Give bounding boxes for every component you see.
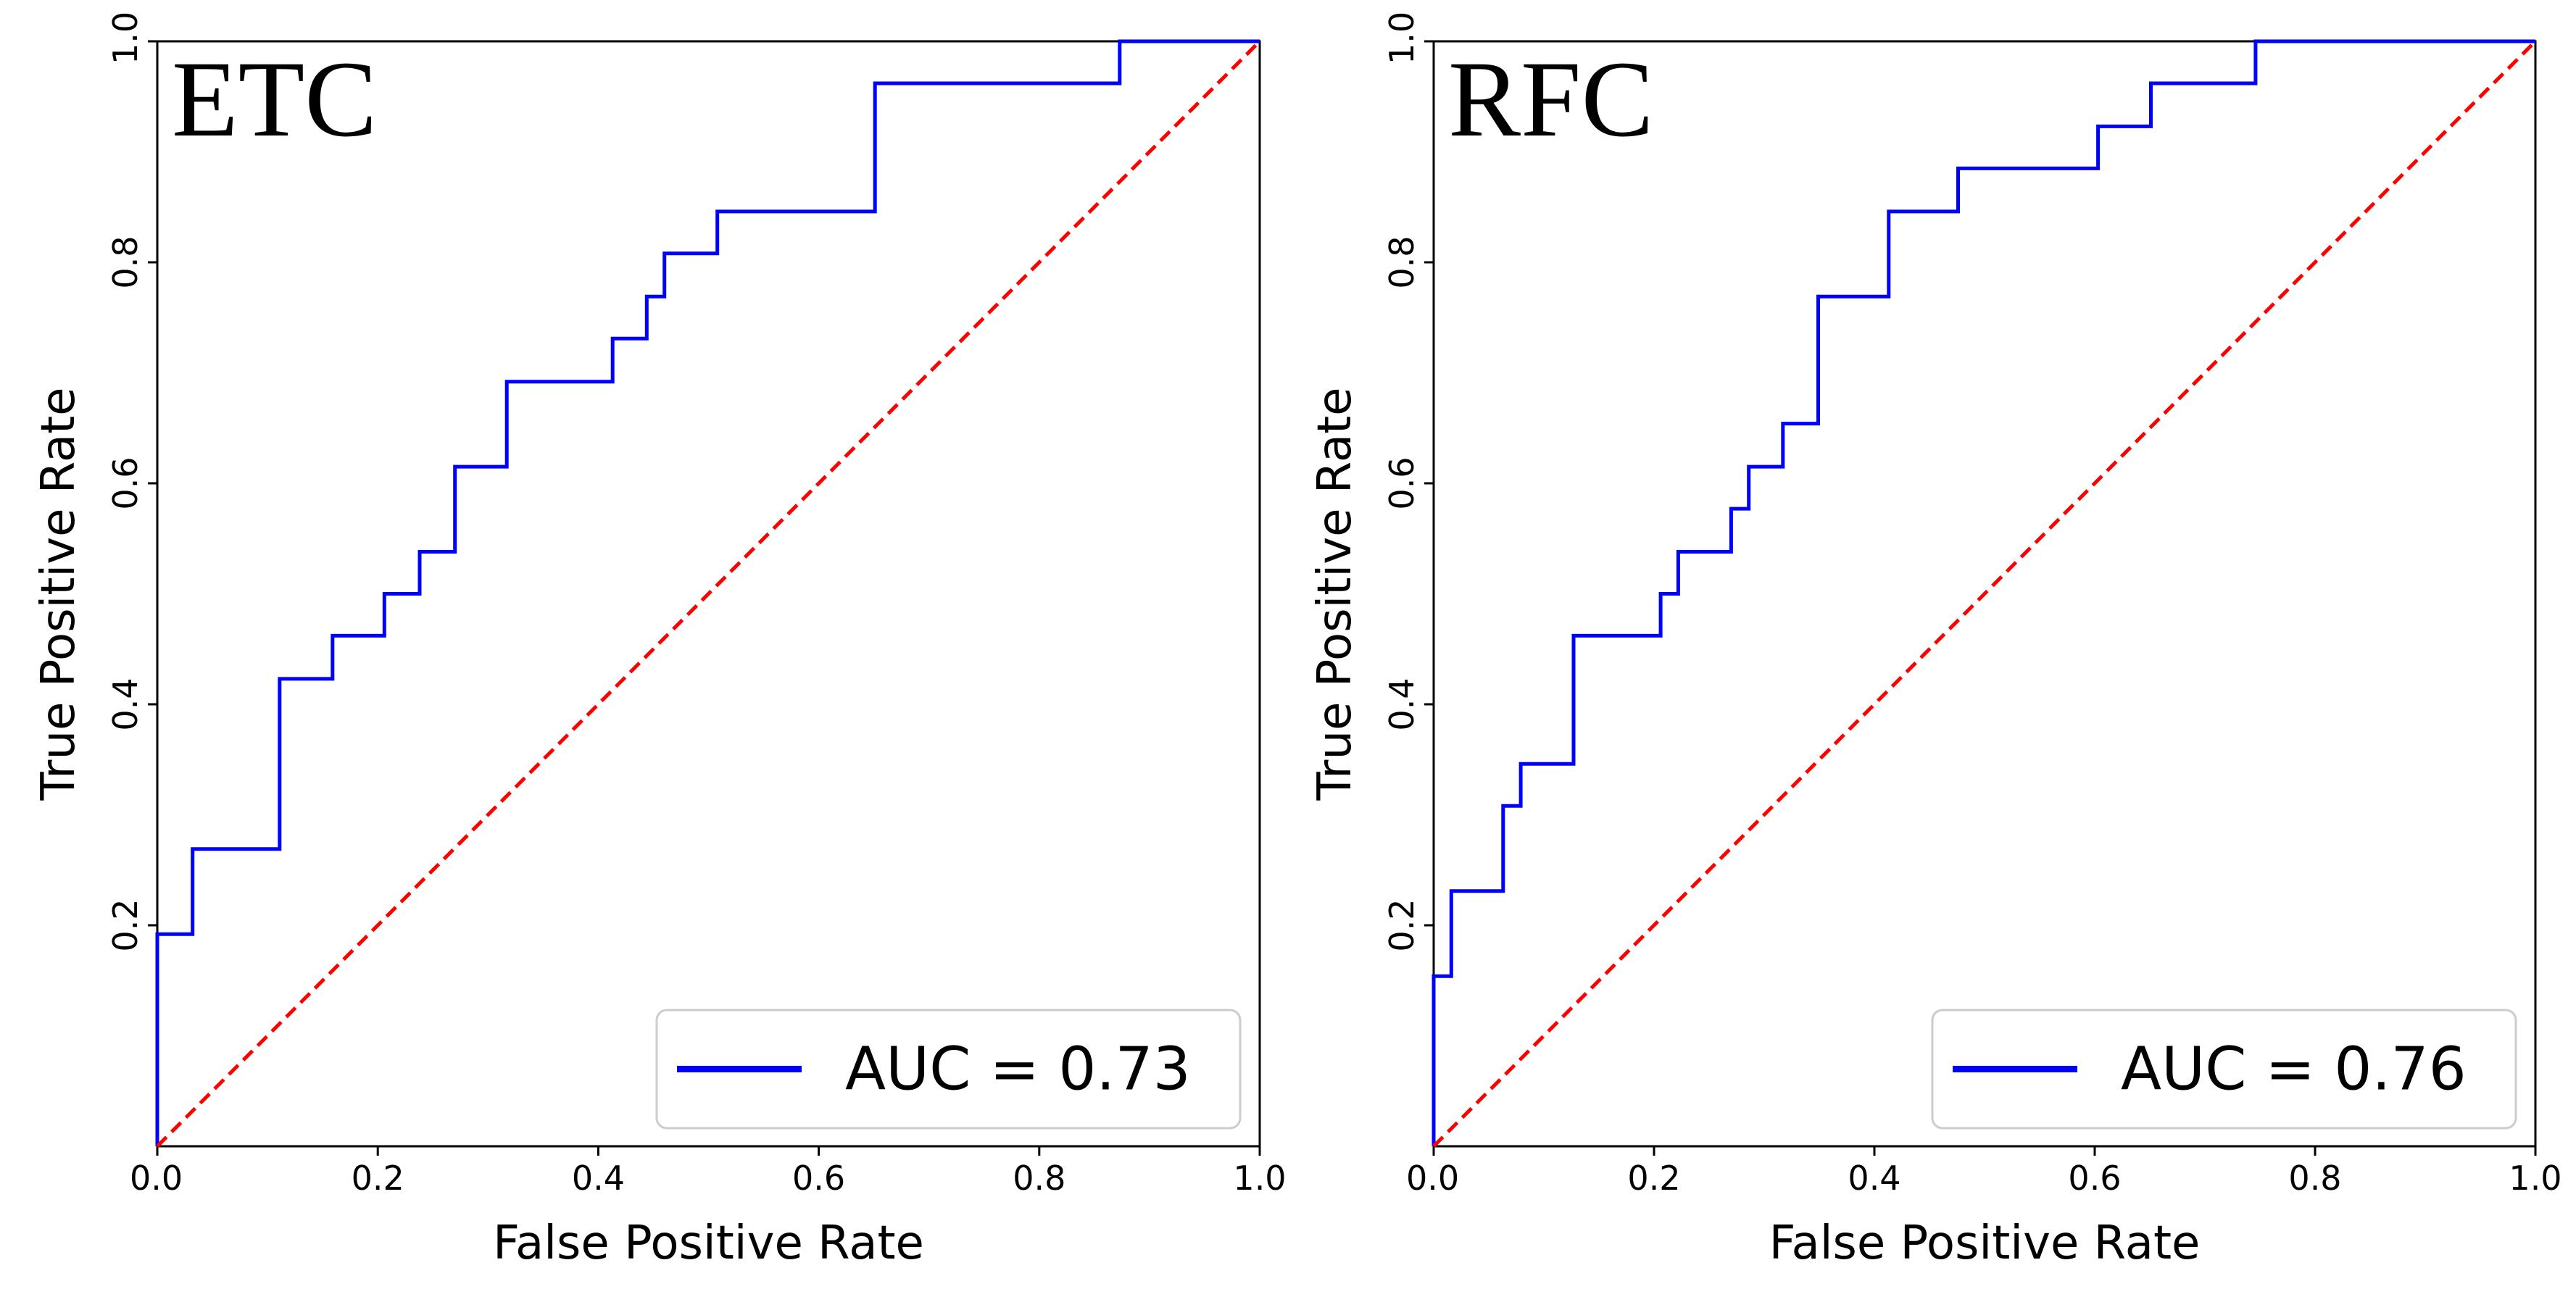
chance-diagonal-line [156, 40, 1261, 1148]
x-tick-label: 0.4 [1848, 1159, 1900, 1198]
x-tick-label: 0.4 [572, 1159, 625, 1198]
roc-panel-etc: 0.0 0.2 0.4 0.6 0.8 1.0 0.2 0.4 0.6 0.8 1.0 False P… [32, 12, 1287, 1270]
x-tick-label: 0.8 [2288, 1159, 2341, 1198]
x-tick-label: 0.0 [1406, 1159, 1459, 1198]
y-axis-label: True Positive Rate [32, 387, 86, 801]
y-tick-label: 0.8 [1382, 235, 1421, 288]
x-tick-label: 0.2 [1627, 1159, 1680, 1198]
x-tick-label: 0.2 [352, 1159, 404, 1198]
legend-box [655, 1009, 1242, 1130]
x-tick-label: 0.0 [130, 1159, 183, 1198]
legend-box [1931, 1009, 2517, 1130]
x-tick-label: 0.8 [1013, 1159, 1065, 1198]
roc-curve-line [155, 39, 1260, 1146]
roc-curve-line [1432, 39, 2535, 1146]
x-axis-label: False Positive Rate [493, 1217, 924, 1270]
y-tick-label: 0.2 [106, 898, 145, 951]
y-axis-label: True Positive Rate [1308, 387, 1362, 801]
y-tick-label: 1.0 [1382, 12, 1421, 64]
x-axis-label: False Positive Rate [1769, 1217, 2201, 1270]
x-tick-label: 1.0 [1233, 1159, 1286, 1198]
y-tick-label: 0.6 [1382, 456, 1421, 509]
legend-label: AUC = 0.73 [845, 1035, 1191, 1104]
x-tick-label: 0.6 [2068, 1159, 2121, 1198]
legend-label: AUC = 0.76 [2121, 1035, 2467, 1104]
y-tick-label: 0.6 [106, 456, 145, 509]
x-tick-label: 1.0 [2509, 1159, 2562, 1198]
y-tick-label: 0.8 [106, 235, 145, 288]
legend: AUC = 0.73 [655, 1009, 1242, 1130]
panel-title: RFC [1448, 39, 1654, 159]
y-tick-label: 0.2 [1382, 898, 1421, 951]
x-tick-label: 0.6 [792, 1159, 845, 1198]
plot-area-frame [1432, 40, 2537, 1148]
plot-area-frame [156, 40, 1261, 1148]
roc-panel-rfc: 0.0 0.2 0.4 0.6 0.8 1.0 0.2 0.4 0.6 0.8 1.0 False P… [1308, 12, 2562, 1270]
y-tick-label: 0.4 [106, 677, 145, 730]
panel-title: ETC [172, 39, 377, 159]
y-tick-label: 1.0 [106, 12, 145, 64]
chance-diagonal-line [1432, 40, 2537, 1148]
legend: AUC = 0.76 [1931, 1009, 2517, 1130]
y-tick-label: 0.4 [1382, 677, 1421, 730]
